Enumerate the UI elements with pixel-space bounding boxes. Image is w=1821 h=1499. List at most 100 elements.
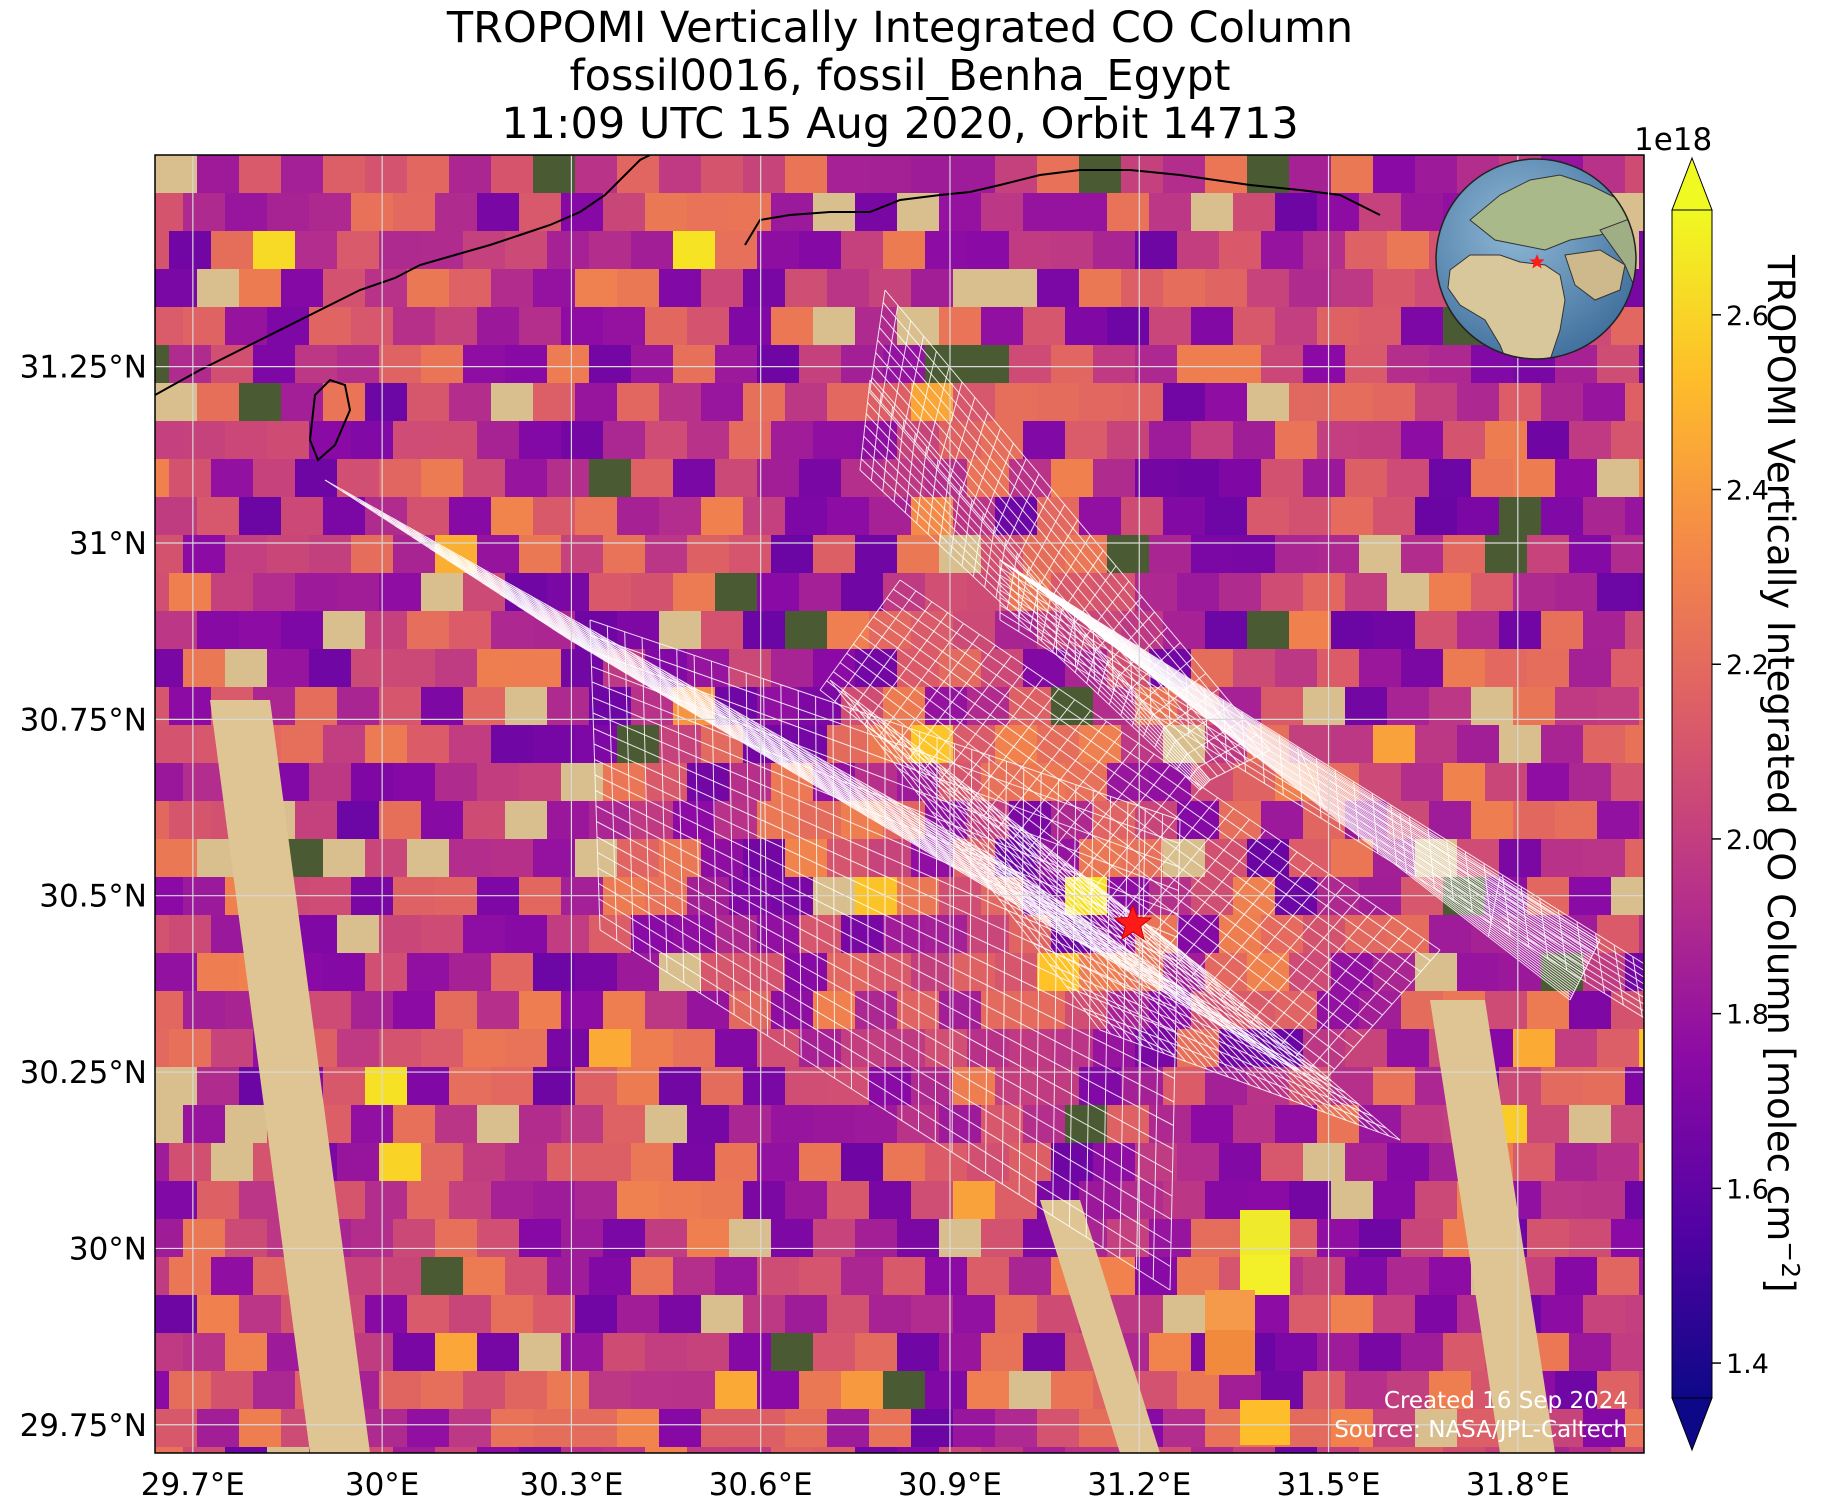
co-pixel: [169, 801, 212, 840]
co-pixel: [1317, 307, 1360, 346]
co-hotspot-pixel: [1205, 1290, 1255, 1335]
co-pixel: [1625, 497, 1644, 536]
co-pixel: [687, 1333, 730, 1372]
co-pixel: [1009, 345, 1052, 384]
co-pixel: [1275, 649, 1318, 688]
co-pixel: [505, 915, 548, 954]
co-pixel: [1373, 155, 1416, 194]
co-pixel: [855, 1105, 898, 1144]
co-pixel: [813, 1105, 856, 1144]
co-pixel: [687, 535, 730, 574]
swath-line: [1099, 1029, 1401, 1141]
colorbar-tick-label: 2.4: [1726, 476, 1769, 507]
swath-line: [875, 352, 1233, 770]
co-pixel: [1359, 1447, 1402, 1453]
co-pixel: [1583, 1295, 1626, 1334]
co-hotspot-pixel: [1240, 1250, 1290, 1295]
co-pixel: [351, 193, 394, 232]
co-pixel: [435, 307, 478, 346]
co-pixel: [197, 1067, 240, 1106]
co-pixel: [253, 459, 296, 498]
co-pixel: [169, 1257, 212, 1296]
co-pixel: [953, 953, 996, 992]
co-pixel: [701, 383, 744, 422]
colorbar-tick-label: 2.2: [1726, 650, 1769, 681]
swath-line: [998, 898, 1318, 1070]
co-pixel: [841, 1371, 884, 1410]
co-pixel: [1023, 649, 1066, 688]
co-pixel: [1261, 915, 1304, 954]
co-pixel: [1611, 649, 1644, 688]
co-pixel: [673, 1371, 716, 1410]
co-pixel: [1023, 991, 1066, 1030]
co-pixel: [1485, 649, 1528, 688]
co-pixel: [239, 1409, 282, 1448]
co-pixel: [155, 953, 198, 992]
co-pixel: [953, 1409, 996, 1448]
co-pixel: [477, 763, 520, 802]
co-pixel: [1415, 155, 1458, 194]
co-pixel: [155, 573, 170, 612]
co-pixel: [631, 231, 674, 270]
co-pixel: [855, 877, 898, 916]
co-pixel: [967, 915, 1010, 954]
co-pixel: [1639, 231, 1644, 270]
co-pixel: [757, 801, 800, 840]
co-pixel: [757, 459, 800, 498]
co-pixel: [1597, 801, 1640, 840]
co-pixel: [1331, 1181, 1374, 1220]
co-pixel: [981, 991, 1024, 1030]
co-pixel: [1513, 1143, 1556, 1182]
co-pixel: [281, 611, 324, 650]
co-pixel: [981, 1219, 1024, 1258]
co-pixel: [771, 1219, 814, 1258]
co-pixel: [519, 535, 562, 574]
co-pixel: [1569, 1219, 1612, 1258]
swath-line: [589, 619, 1181, 821]
co-pixel: [1009, 1485, 1052, 1499]
co-pixel: [897, 1447, 940, 1453]
co-pixel: [729, 1333, 772, 1372]
co-pixel: [659, 383, 702, 422]
co-pixel: [603, 991, 646, 1030]
globe-asia: [1599, 214, 1636, 301]
co-pixel: [939, 1333, 982, 1372]
co-pixel: [729, 1105, 772, 1144]
latitude-tick-label: 31.25°N: [20, 350, 147, 386]
co-pixel: [155, 1067, 198, 1106]
co-pixel: [785, 1295, 828, 1334]
co-pixel: [1177, 1371, 1220, 1410]
co-pixel: [169, 915, 212, 954]
co-pixel: [631, 915, 674, 954]
co-pixel: [1513, 573, 1556, 612]
co-pixel: [1233, 535, 1276, 574]
swath-line: [464, 570, 1184, 990]
co-pixel: [925, 573, 968, 612]
co-pixel: [1499, 383, 1542, 422]
co-pixel: [1541, 1067, 1584, 1106]
co-pixel: [1093, 573, 1136, 612]
co-pixel: [477, 535, 520, 574]
co-pixel: [309, 763, 352, 802]
co-pixel: [575, 155, 618, 194]
co-pixel: [589, 801, 632, 840]
co-pixel: [981, 1333, 1024, 1372]
coastline-lake: [308, 378, 352, 462]
co-pixel: [1583, 725, 1626, 764]
co-pixel: [1415, 1295, 1458, 1334]
co-pixel: [925, 1257, 968, 1296]
co-pixel: [1569, 1105, 1612, 1144]
co-pixel: [1331, 611, 1374, 650]
co-pixel: [351, 649, 394, 688]
co-pixel: [1457, 497, 1500, 536]
co-pixel: [1345, 1257, 1388, 1296]
co-pixel: [673, 459, 716, 498]
longitude-tick-label: 29.7°E: [141, 1467, 245, 1499]
co-pixel: [869, 155, 912, 194]
co-pixel: [883, 1371, 926, 1410]
co-pixel: [1513, 1029, 1556, 1068]
co-pixel: [785, 953, 828, 992]
co-pixel: [575, 383, 618, 422]
co-pixel: [421, 687, 464, 726]
co-pixel: [687, 1105, 730, 1144]
